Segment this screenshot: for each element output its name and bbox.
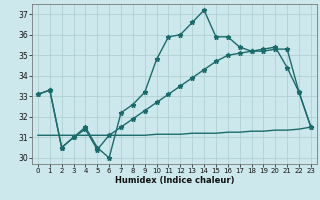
X-axis label: Humidex (Indice chaleur): Humidex (Indice chaleur) bbox=[115, 176, 234, 185]
